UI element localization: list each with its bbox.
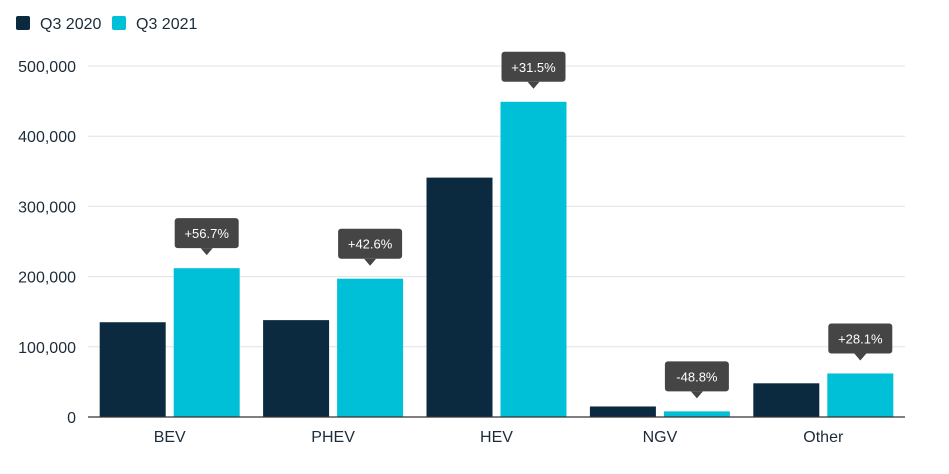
y-tick-label: 400,000 [18, 129, 76, 146]
callout-label: +31.5% [511, 60, 556, 75]
y-axis: 0 100,000 200,000 300,000 400,000 500,000 [18, 59, 76, 427]
legend-swatch [16, 16, 30, 30]
bar-phev-series-2 [337, 278, 404, 417]
y-tick-label: 200,000 [18, 270, 76, 287]
y-tick-label: 500,000 [18, 59, 76, 76]
change-callout: +31.5% [501, 51, 566, 89]
legend: Q3 2020 Q3 2021 [16, 16, 197, 33]
callout-box [664, 361, 729, 392]
legend-item: Q3 2020 [16, 16, 101, 33]
callout-box [501, 51, 566, 82]
callout-pointer [527, 81, 540, 89]
bar-hev-series-1 [426, 177, 493, 417]
legend-item: Q3 2021 [112, 16, 197, 33]
callout-box [338, 228, 403, 259]
legend-label: Q3 2021 [136, 16, 197, 33]
callout-pointer [690, 391, 703, 399]
callout-label: +28.1% [838, 331, 883, 346]
bars [99, 101, 894, 417]
callout-pointer [364, 258, 377, 266]
change-callout: +28.1% [828, 323, 893, 361]
bar-bev-series-2 [173, 268, 240, 417]
change-callout: +56.7% [174, 218, 239, 256]
bar-ngv-series-1 [589, 406, 656, 417]
change-callout: +42.6% [338, 228, 403, 266]
callout-label: +42.6% [348, 237, 393, 252]
x-tick-label: NGV [643, 429, 678, 446]
legend-label: Q3 2020 [40, 16, 101, 33]
bar-other-series-2 [827, 373, 894, 417]
x-tick-label: Other [803, 429, 844, 446]
bar-hev-series-2 [500, 101, 567, 417]
callout-pointer [854, 353, 867, 361]
bar-bev-series-1 [99, 322, 166, 417]
callout-label: -48.8% [676, 369, 718, 384]
callout-label: +56.7% [184, 226, 229, 241]
x-tick-label: PHEV [311, 429, 355, 446]
y-tick-label: 300,000 [18, 199, 76, 216]
bar-phev-series-1 [263, 320, 330, 417]
callouts: +56.7% +42.6% +31.5% -48.8% +28.1% [174, 51, 893, 399]
x-axis: BEV PHEV HEV NGV Other [88, 416, 905, 446]
callout-box [174, 218, 239, 249]
callout-pointer [200, 248, 213, 256]
x-tick-label: BEV [154, 429, 186, 446]
change-callout: -48.8% [664, 361, 729, 399]
x-tick-label: HEV [480, 429, 513, 446]
y-tick-label: 0 [67, 410, 76, 427]
bar-ngv-series-2 [663, 411, 730, 417]
callout-box [828, 323, 893, 354]
bar-other-series-1 [753, 383, 820, 417]
legend-swatch [112, 16, 126, 30]
y-tick-label: 100,000 [18, 340, 76, 357]
